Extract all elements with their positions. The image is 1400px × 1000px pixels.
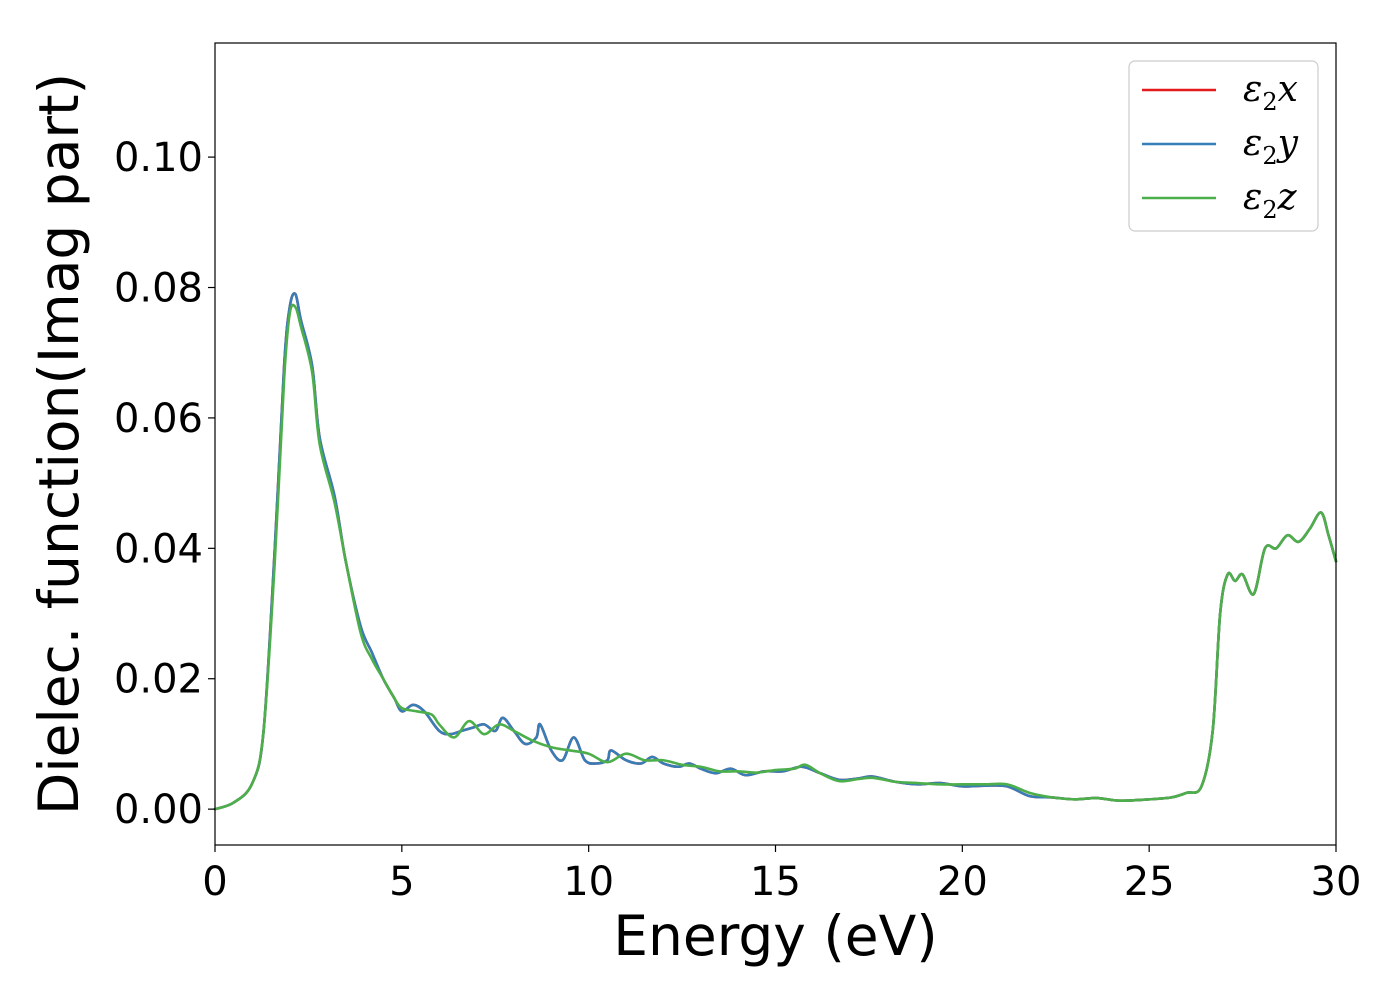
y-axis-title: Dielec. function(Imag part) — [27, 73, 91, 815]
y-tick-label: 0.10 — [114, 135, 203, 181]
y-tick-label: 0.08 — [114, 266, 203, 312]
x-axis-title: Energy (eV) — [613, 904, 937, 968]
series-eps2z-line — [213, 303, 1338, 811]
x-tick-label: 0 — [202, 859, 227, 905]
legend-label: ε2y — [1243, 123, 1299, 170]
legend: ε2x ε2y ε2z — [1128, 60, 1319, 232]
y-tick-label: 0.00 — [114, 787, 203, 833]
x-tick-label: 20 — [937, 859, 988, 905]
y-axis: 0.00 0.02 0.04 0.06 0.08 0.10 — [114, 135, 215, 833]
legend-label: ε2z — [1243, 177, 1298, 224]
x-tick-label: 25 — [1124, 859, 1175, 905]
series-eps2y-line — [213, 292, 1338, 811]
series-eps2x-line — [213, 292, 1338, 811]
x-tick-label: 15 — [750, 859, 801, 905]
legend-box — [1128, 60, 1319, 232]
y-tick-label: 0.02 — [114, 657, 203, 703]
legend-entry-eps2z: ε2z — [1142, 177, 1298, 224]
x-tick-label: 5 — [389, 859, 414, 905]
legend-label: ε2x — [1243, 69, 1298, 116]
y-tick-label: 0.04 — [114, 526, 203, 572]
series-layer — [213, 292, 1338, 811]
x-axis: 0 5 10 15 20 25 30 — [202, 845, 1361, 905]
x-tick-label: 30 — [1311, 859, 1362, 905]
y-tick-label: 0.06 — [114, 396, 203, 442]
x-tick-label: 10 — [563, 859, 614, 905]
legend-entry-eps2y: ε2y — [1142, 123, 1299, 170]
legend-entry-eps2x: ε2x — [1142, 69, 1298, 116]
